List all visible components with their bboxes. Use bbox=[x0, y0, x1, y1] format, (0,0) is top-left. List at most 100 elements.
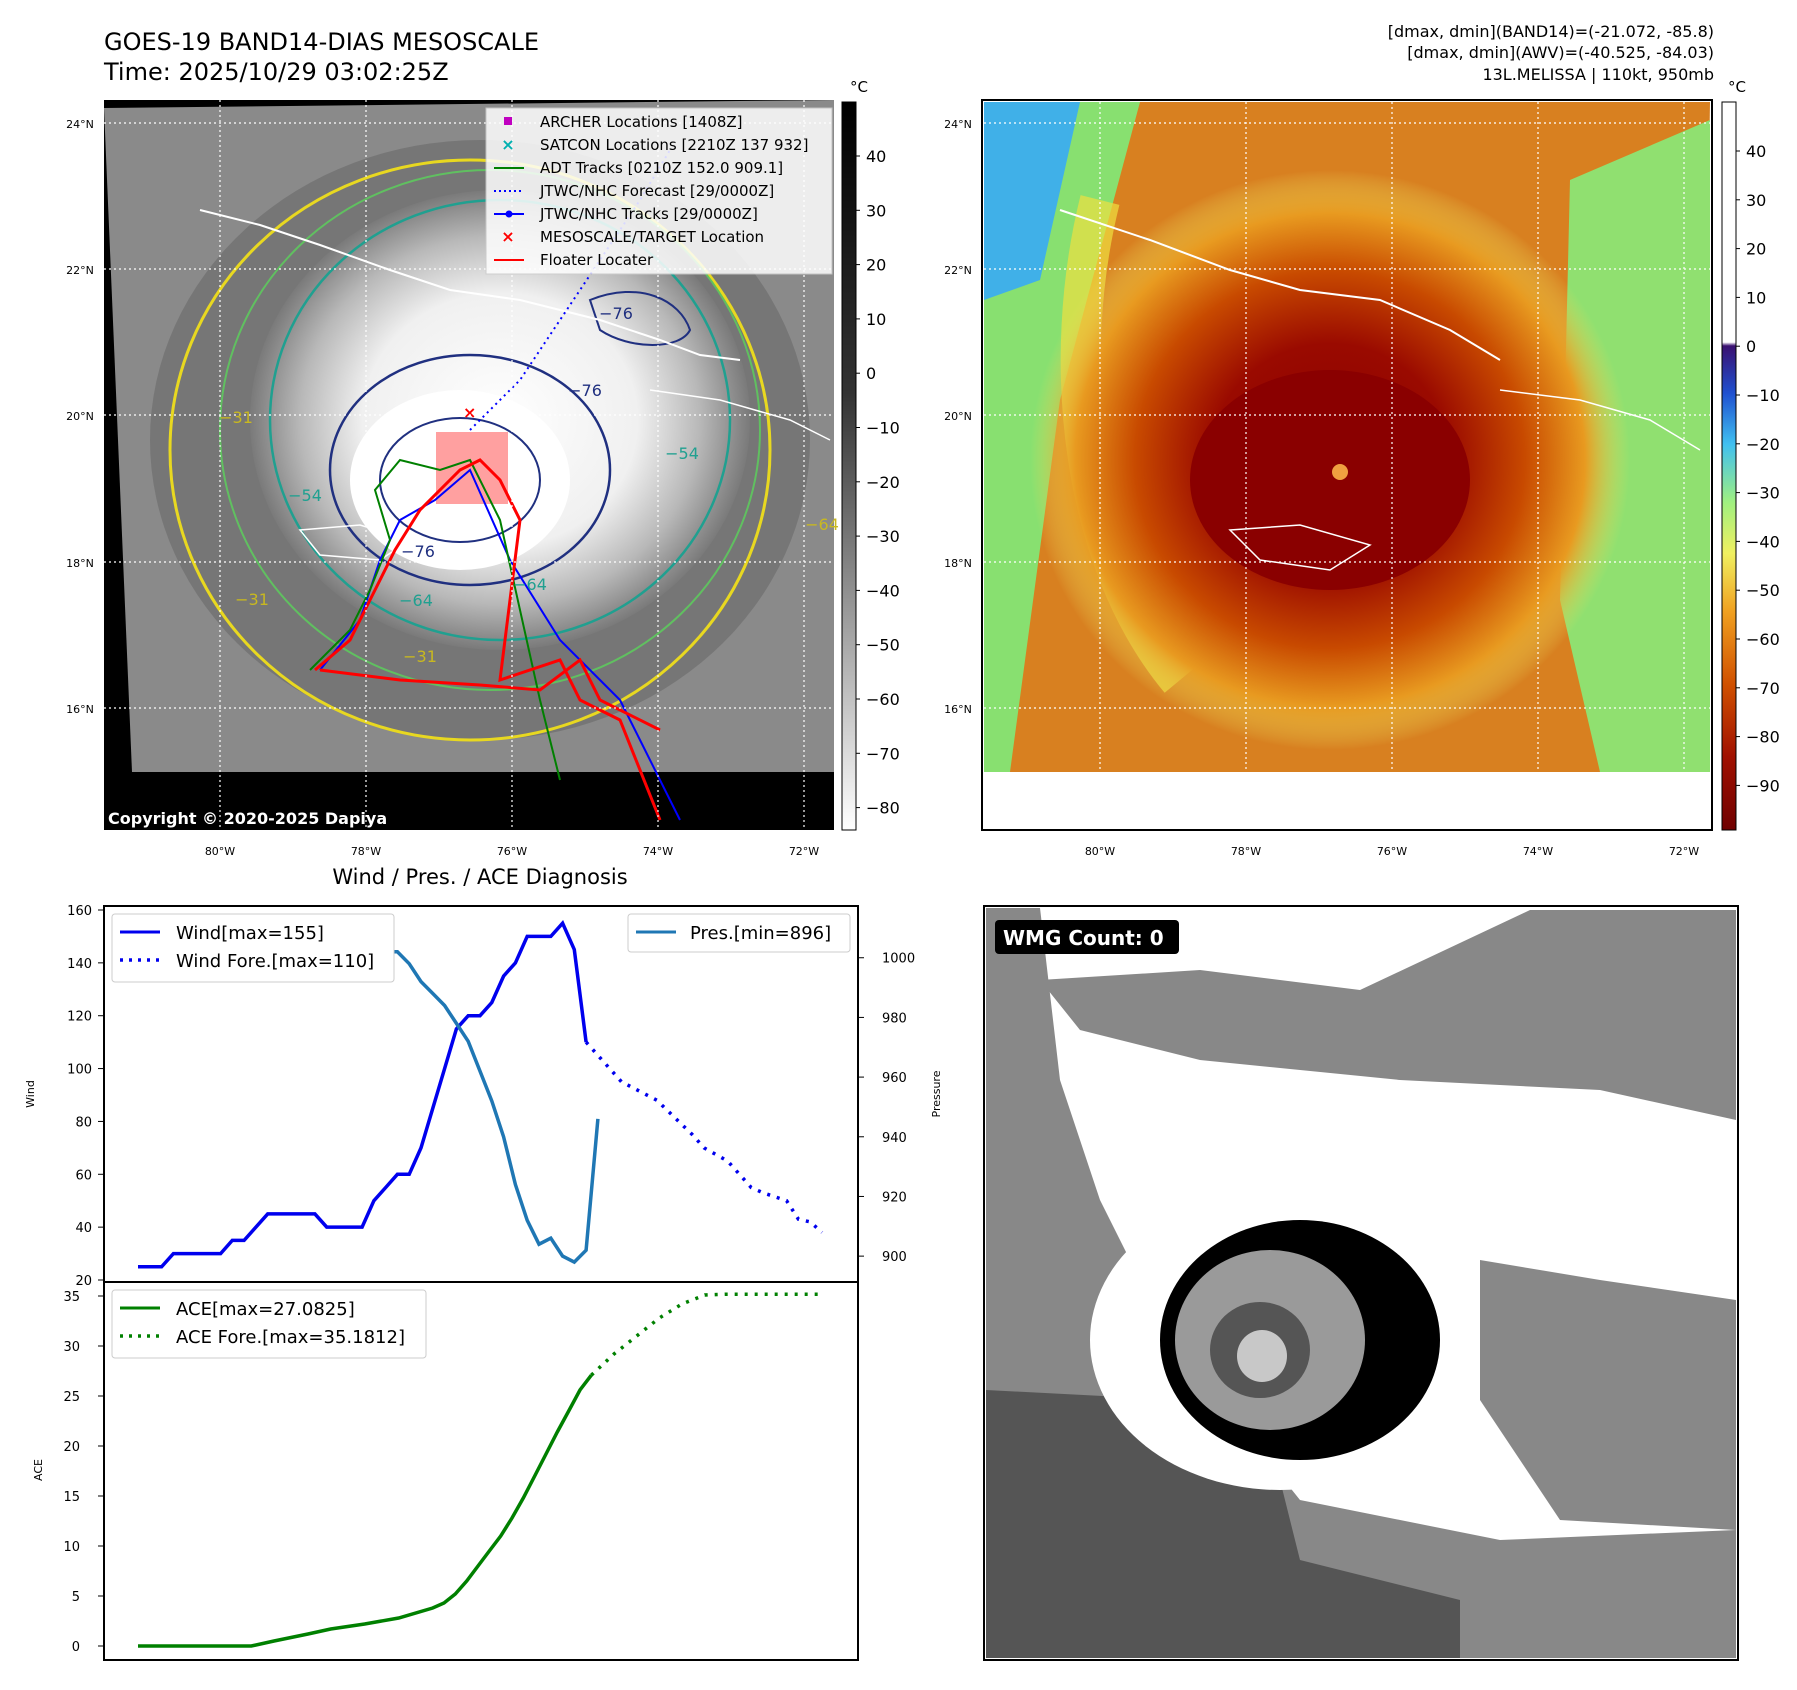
info-line-2: [dmax, dmin](AWV)=(-40.525, -84.03) bbox=[1407, 43, 1714, 62]
right-colorbar-tick-label: 30 bbox=[1746, 191, 1766, 210]
wind-tick-label: 60 bbox=[75, 1168, 92, 1183]
right-lon-label: 74°W bbox=[1523, 845, 1553, 858]
rgb-eye bbox=[1332, 464, 1348, 480]
target-marker-icon: × bbox=[463, 403, 476, 422]
right-colorbar-tick-label: −90 bbox=[1746, 776, 1780, 795]
left-colorbar-tick-label: 10 bbox=[866, 310, 886, 329]
wind-tick-label: 100 bbox=[67, 1063, 92, 1078]
wind-tick-label: 160 bbox=[67, 904, 92, 919]
ace-fore-legend-label: ACE Fore.[max=35.1812] bbox=[176, 1327, 405, 1348]
contour-label: −64 bbox=[399, 591, 433, 610]
coastline-cuba bbox=[199, 209, 741, 361]
ir-legend bbox=[485, 107, 833, 275]
left-lat-label: 18°N bbox=[66, 557, 94, 570]
right-lon-label: 72°W bbox=[1669, 845, 1699, 858]
legend-label: SATCON Locations [2210Z 137 932] bbox=[540, 136, 808, 154]
diagnosis-title: Wind / Pres. / ACE Diagnosis bbox=[332, 865, 627, 889]
legend-x-marker: × bbox=[501, 227, 514, 246]
wind-legend-label: Wind[max=155] bbox=[176, 923, 324, 944]
ace-tick-label: 35 bbox=[63, 1290, 80, 1305]
wmg-darkgray-southwest bbox=[986, 1390, 1460, 1658]
legend-label: ADT Tracks [0210Z 152.0 909.1] bbox=[540, 159, 783, 177]
contour-yellow bbox=[168, 158, 772, 742]
legend-x-marker: × bbox=[501, 135, 514, 154]
legend-label: JTWC/NHC Forecast [29/0000Z] bbox=[539, 182, 774, 200]
right-lat-label: 18°N bbox=[944, 557, 972, 570]
wind-series-line bbox=[138, 920, 588, 1269]
left-lon-label: 72°W bbox=[789, 845, 819, 858]
left-lon-label: 76°W bbox=[497, 845, 527, 858]
left-lon-label: 78°W bbox=[351, 845, 381, 858]
right-colorbar-tick-label: 10 bbox=[1746, 288, 1766, 307]
wind-tick-label: 120 bbox=[67, 1010, 92, 1025]
contour-label: −31 bbox=[219, 408, 253, 427]
rgb-coastline-jamaica bbox=[1228, 524, 1372, 571]
right-lon-label: 76°W bbox=[1377, 845, 1407, 858]
pres-legend-label: Pres.[min=896] bbox=[690, 923, 831, 944]
ace-tick-label: 5 bbox=[72, 1590, 80, 1605]
rgb-map-panel bbox=[981, 99, 1713, 831]
right-colorbar-tick-label: −70 bbox=[1746, 679, 1780, 698]
ir-gridlines bbox=[104, 100, 834, 830]
ace-tick-label: 25 bbox=[63, 1390, 80, 1405]
legend-label: ARCHER Locations [1408Z] bbox=[540, 113, 743, 131]
left-colorbar-tick-label: −10 bbox=[866, 419, 900, 438]
floater-track bbox=[314, 458, 662, 821]
right-colorbar-tick-label: −20 bbox=[1746, 435, 1780, 454]
left-colorbar-unit: °C bbox=[850, 78, 868, 96]
pressure-tick-label: 1000 bbox=[882, 952, 915, 967]
left-colorbar-tick-label: −30 bbox=[866, 527, 900, 546]
floater-track-east bbox=[319, 657, 661, 732]
ace-tick-label: 10 bbox=[63, 1540, 80, 1555]
wind-tick-label: 80 bbox=[75, 1115, 92, 1130]
pres-legend-box bbox=[627, 913, 851, 953]
copyright-text: Copyright © 2020-2025 Dapiya bbox=[108, 809, 387, 828]
contour-label: −31 bbox=[235, 590, 269, 609]
left-colorbar bbox=[841, 101, 857, 831]
contour-north-blue bbox=[588, 291, 692, 346]
right-colorbar-tick-label: −80 bbox=[1746, 728, 1780, 747]
legend-square-marker bbox=[504, 117, 512, 125]
contour-label: −76 bbox=[568, 381, 602, 400]
ace-tick-label: 15 bbox=[63, 1490, 80, 1505]
left-colorbar-tick-label: −80 bbox=[866, 799, 900, 818]
right-colorbar-tick-label: 20 bbox=[1746, 240, 1766, 259]
ace-series-line bbox=[138, 1374, 593, 1648]
right-colorbar-tick-label: −30 bbox=[1746, 484, 1780, 503]
contour-label: −76 bbox=[599, 304, 633, 323]
ir-legend-box bbox=[485, 107, 833, 275]
right-lat-label: 22°N bbox=[944, 264, 972, 277]
legend-label: JTWC/NHC Tracks [29/0000Z] bbox=[539, 205, 758, 223]
right-lat-label: 20°N bbox=[944, 410, 972, 423]
left-lon-label: 74°W bbox=[643, 845, 673, 858]
left-colorbar-tick-label: 40 bbox=[866, 147, 886, 166]
contour-label: −64 bbox=[513, 575, 547, 594]
left-colorbar-ticks: 40 30 20 10 0 −10 −20 −30 −40 −50 −60 −70 −80 bbox=[856, 147, 900, 818]
ace-tick-label: 20 bbox=[63, 1440, 80, 1455]
right-colorbar-ticks: 40 30 20 10 0 −10 −20 −30 −40 −50 −60 −70 −80 −90 bbox=[1736, 142, 1780, 795]
left-lon-labels: 80°W 78°W 76°W 74°W 72°W bbox=[205, 845, 819, 858]
wind-tick-label: 140 bbox=[67, 957, 92, 972]
left-colorbar-tick-label: 20 bbox=[866, 256, 886, 275]
rgb-storm-core bbox=[1190, 370, 1470, 590]
wind-legend-box bbox=[111, 913, 395, 983]
left-colorbar-tick-label: −60 bbox=[866, 690, 900, 709]
coastline-hispaniola bbox=[649, 389, 831, 441]
wind-tick-label: 40 bbox=[75, 1221, 92, 1236]
ir-legend-items: ARCHER Locations [1408Z] × SATCON Location… bbox=[494, 113, 808, 269]
legend-dot-marker bbox=[505, 210, 513, 218]
info-line-1: [dmax, dmin](BAND14)=(-21.072, -85.8) bbox=[1388, 22, 1714, 41]
wmg-eye bbox=[1237, 1330, 1287, 1382]
left-colorbar-tick-label: 0 bbox=[866, 364, 876, 383]
right-colorbar-unit: °C bbox=[1728, 78, 1746, 96]
right-lat-labels: 24°N 22°N 20°N 18°N 16°N bbox=[944, 118, 972, 716]
pressure-tick-label: 920 bbox=[882, 1190, 907, 1205]
right-colorbar-tick-label: −50 bbox=[1746, 581, 1780, 600]
left-colorbar-tick-label: −50 bbox=[866, 636, 900, 655]
wmg-gray-east bbox=[1480, 1260, 1736, 1530]
right-colorbar-tick-label: 40 bbox=[1746, 142, 1766, 161]
legend-label: MESOSCALE/TARGET Location bbox=[540, 228, 764, 246]
left-colorbar-tick-label: −40 bbox=[866, 581, 900, 600]
contour-blue-outer bbox=[328, 353, 612, 587]
left-colorbar-tick-label: −70 bbox=[866, 744, 900, 763]
